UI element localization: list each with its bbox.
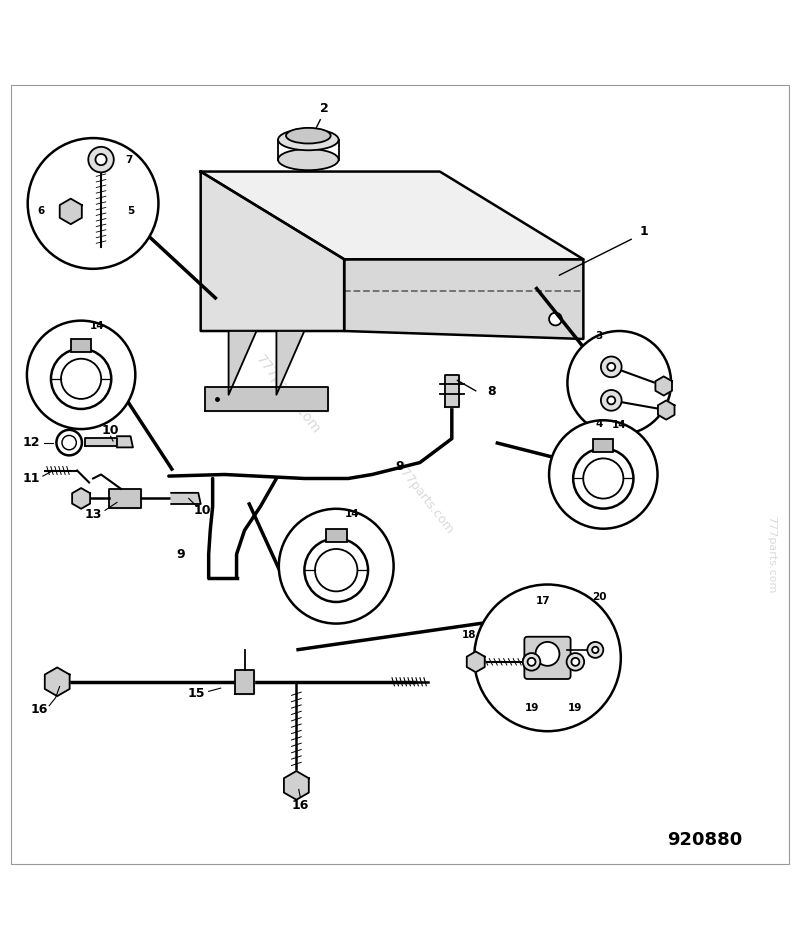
Circle shape (522, 653, 540, 671)
Polygon shape (658, 400, 674, 419)
Circle shape (315, 549, 358, 591)
Circle shape (587, 642, 603, 658)
Polygon shape (655, 377, 672, 396)
Circle shape (571, 658, 579, 666)
FancyBboxPatch shape (524, 637, 570, 679)
Circle shape (601, 390, 622, 411)
Text: 6: 6 (38, 207, 45, 216)
Circle shape (527, 658, 535, 666)
Circle shape (279, 509, 394, 623)
Circle shape (566, 653, 584, 671)
Circle shape (51, 348, 111, 409)
Circle shape (549, 420, 658, 529)
Circle shape (607, 363, 615, 371)
Polygon shape (85, 437, 117, 446)
Text: 7: 7 (125, 155, 132, 164)
Text: 4: 4 (596, 419, 603, 429)
Circle shape (567, 331, 671, 435)
Circle shape (535, 642, 559, 666)
Polygon shape (284, 772, 309, 800)
Circle shape (305, 538, 368, 602)
Circle shape (95, 154, 106, 165)
Text: 920880: 920880 (667, 831, 743, 849)
Polygon shape (201, 172, 583, 259)
Text: 19: 19 (524, 703, 538, 714)
Text: 777parts.com: 777parts.com (254, 353, 323, 437)
Circle shape (592, 646, 598, 653)
Text: 14: 14 (345, 509, 359, 519)
Polygon shape (117, 437, 133, 447)
Polygon shape (109, 489, 141, 508)
Text: 777parts.com: 777parts.com (392, 460, 456, 536)
Polygon shape (229, 331, 257, 395)
Text: 2: 2 (320, 102, 329, 115)
Polygon shape (277, 331, 304, 395)
Circle shape (549, 312, 562, 326)
Bar (71, 340, 91, 352)
Polygon shape (60, 198, 82, 224)
Text: 13: 13 (84, 508, 102, 521)
Circle shape (474, 585, 621, 732)
Text: 18: 18 (462, 630, 477, 640)
Text: 17: 17 (536, 597, 551, 606)
Circle shape (601, 357, 622, 378)
Text: 9: 9 (396, 460, 404, 473)
Text: 8: 8 (488, 384, 496, 398)
Text: 11: 11 (22, 472, 40, 485)
Polygon shape (72, 488, 90, 509)
Polygon shape (344, 259, 583, 339)
Ellipse shape (278, 129, 338, 150)
Polygon shape (45, 667, 70, 697)
Text: 9: 9 (177, 548, 185, 561)
Circle shape (583, 458, 623, 498)
Polygon shape (201, 172, 344, 331)
Polygon shape (445, 375, 459, 407)
Polygon shape (171, 493, 201, 504)
Circle shape (28, 138, 158, 269)
Ellipse shape (278, 149, 338, 170)
Text: 10: 10 (194, 504, 211, 517)
Circle shape (88, 147, 114, 173)
Text: 19: 19 (568, 703, 582, 714)
Text: 14: 14 (612, 420, 626, 430)
Circle shape (56, 430, 82, 456)
Text: 15: 15 (188, 687, 206, 700)
Bar (594, 439, 614, 452)
Text: 14: 14 (90, 321, 104, 330)
Bar (326, 529, 347, 542)
Text: 10: 10 (102, 424, 119, 437)
Text: 3: 3 (596, 331, 603, 341)
Text: 20: 20 (592, 592, 606, 603)
Polygon shape (235, 670, 254, 694)
Text: 16: 16 (30, 703, 47, 716)
Text: 16: 16 (292, 799, 309, 811)
Text: 5: 5 (127, 207, 134, 216)
Circle shape (61, 359, 102, 399)
Text: 777parts.com: 777parts.com (766, 515, 776, 593)
Circle shape (607, 397, 615, 404)
Polygon shape (466, 651, 485, 672)
Polygon shape (205, 387, 328, 411)
Text: 1: 1 (639, 225, 648, 238)
Circle shape (27, 321, 135, 429)
Circle shape (573, 448, 634, 509)
Circle shape (62, 436, 76, 450)
Ellipse shape (286, 128, 330, 143)
Text: 12: 12 (22, 437, 40, 449)
